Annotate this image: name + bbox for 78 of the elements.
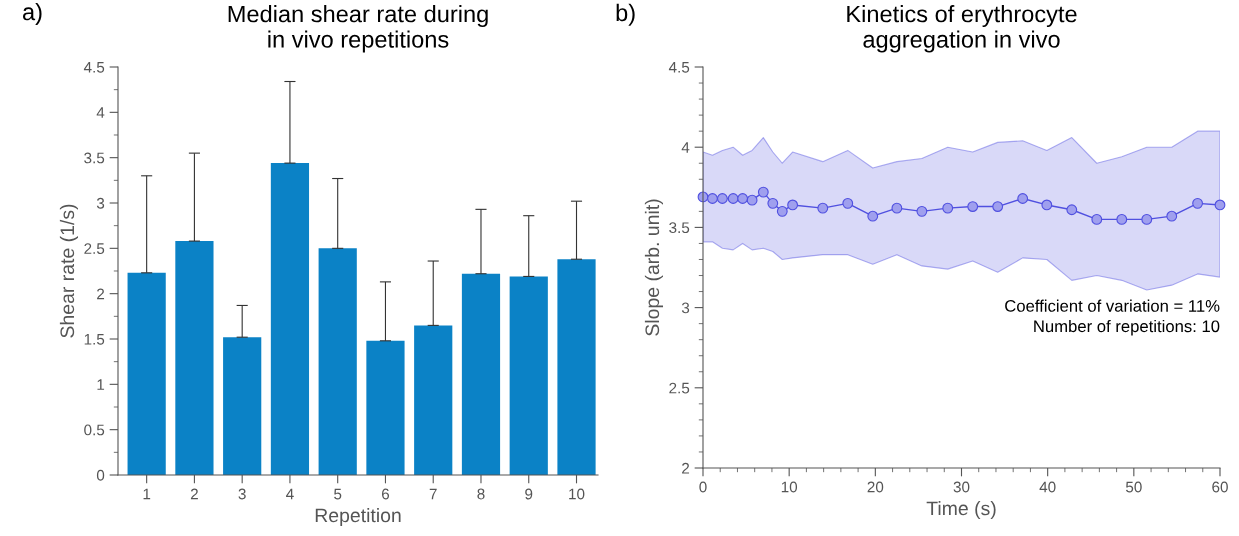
point [916,205,928,217]
x-tick-label: 60 [1212,481,1228,493]
point [757,186,769,198]
point [727,193,739,204]
y-tick-label: 2.5 [84,243,105,255]
x-tick-label: 2 [190,488,198,500]
x-tick-label: 50 [1125,481,1142,493]
y-tick-label: 2 [682,462,690,474]
chart-title: Kinetics of erythrocyte aggregation in vivo [847,5,1077,53]
y-tick-label: 1.5 [84,334,105,345]
bar [414,325,453,475]
x-tick-label: 20 [867,481,884,493]
x-axis-title: Repetition [315,507,401,527]
point [1116,213,1128,225]
point [992,201,1004,212]
point [817,202,829,214]
x-tick-label: 8 [477,488,485,500]
annotation: Coefficient of variation = 11% Number of repetitions: 10 [1005,299,1220,336]
x-tick-label: 7 [429,488,437,500]
x-tick-label: 9 [525,488,533,500]
x-axis-title: Time (s) [926,500,996,520]
bar [223,337,262,475]
point [967,201,979,212]
point [942,202,954,214]
x-tick-label: 6 [381,488,390,500]
y-tick-label: 3.5 [84,152,105,164]
x-tick-label: 4 [286,488,294,500]
bar [366,340,405,475]
bar [461,273,501,475]
y-tick-label: 4 [96,107,105,118]
y-tick-label: 2.5 [669,382,690,394]
y-tick-label: 3.5 [669,222,690,234]
point [1166,210,1178,222]
y-tick-label: 3 [681,302,690,314]
y-tick-label: 4 [681,142,690,153]
y-tick-label: 0 [96,469,105,481]
text: a) [23,2,42,25]
y-tick-label: 4.5 [668,62,690,73]
bar [175,241,214,475]
point [776,205,788,217]
chart-title: Median shear rate during in vivo repetitions [228,5,488,53]
point [1091,213,1103,225]
point [737,193,749,204]
bar [557,259,596,475]
x-tick-label: 30 [953,481,970,493]
x-tick-label: 0 [699,481,707,493]
bar [127,272,166,475]
y-axis-title: Slope (arb. unit) [644,199,664,336]
point [1192,197,1204,209]
x-tick-label: 10 [569,488,585,500]
y-tick-label: 2 [97,288,105,300]
point [746,194,758,206]
point [707,193,718,204]
point [1017,193,1029,204]
point [1141,213,1153,225]
bar [318,248,357,475]
x-tick-label: 40 [1039,481,1056,493]
x-tick-label: 5 [334,488,342,500]
point [787,199,799,211]
x-tick-label: 1 [143,488,151,500]
point [1066,204,1078,216]
y-tick-label: 1 [97,379,105,390]
y-tick-label: 4.5 [83,62,105,73]
point [867,210,879,222]
y-tick-label: 0.5 [84,424,105,436]
point [891,202,903,214]
point [1041,199,1053,211]
y-tick-label: 3 [96,197,105,209]
point [1214,199,1226,211]
x-tick-label: 3 [238,488,246,500]
point [716,193,728,204]
point [767,197,779,209]
x-tick-label: 10 [781,481,798,493]
bar [270,163,310,475]
bar [509,276,548,475]
y-axis-title: Shear rate (1/s) [59,204,78,338]
text: b) [616,3,635,26]
point [842,197,854,209]
